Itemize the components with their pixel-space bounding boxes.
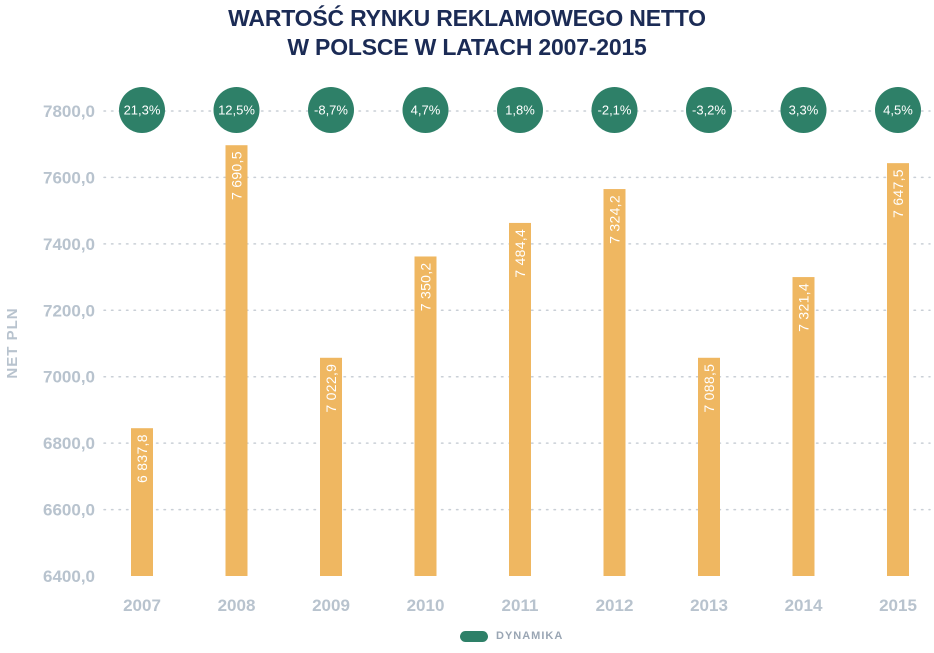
y-tick-label: 7800,0 — [43, 102, 95, 121]
dynamika-bubble — [875, 87, 921, 133]
bar-2015 — [887, 163, 909, 576]
y-tick-label: 6600,0 — [43, 501, 95, 520]
legend-label: DYNAMIKA — [496, 630, 564, 642]
y-axis-label: NET PLN — [4, 307, 21, 378]
dynamika-label: 4,7% — [411, 103, 441, 118]
y-tick-label: 6800,0 — [43, 434, 95, 453]
bars: 6 837,8 7 690,5 7 022,9 7 350,2 7 484,4 7 324… — [131, 145, 909, 577]
dynamika-bubble — [402, 87, 449, 133]
x-axis-ticks: 2007 2008 2009 2010 2011 2012 2013 2014 2015 — [123, 596, 917, 615]
dynamika-bubble — [780, 87, 827, 133]
dynamika-bubble — [497, 87, 543, 133]
bar-value-label: 7 350,2 — [418, 262, 434, 311]
dynamika-label: 21,3% — [124, 103, 161, 118]
chart-title: WARTOŚĆ RYNKU REKLAMOWEGO NETTO W POLSCE… — [0, 4, 934, 62]
x-tick-label: 2008 — [218, 596, 256, 615]
bar-2010 — [414, 256, 437, 576]
bar-value-label: 7 484,4 — [512, 229, 528, 278]
y-tick-label: 7400,0 — [43, 235, 95, 254]
bar-value-label: 7 324,2 — [607, 195, 623, 244]
dynamika-label: -2,1% — [598, 103, 632, 118]
x-tick-label: 2010 — [407, 596, 445, 615]
legend: DYNAMIKA — [460, 629, 563, 643]
dynamika-label: 3,3% — [789, 103, 819, 118]
bar-value-label: 7 647,5 — [890, 169, 906, 218]
x-tick-label: 2013 — [690, 596, 728, 615]
y-tick-label: 7200,0 — [43, 301, 95, 320]
bar-value-label: 7 321,4 — [796, 283, 812, 332]
dynamika-bubble — [213, 87, 260, 133]
chart-title-line-2: W POLSCE W LATACH 2007-2015 — [287, 34, 647, 60]
bar-2009 — [320, 357, 342, 576]
dynamika-bubble — [591, 87, 638, 133]
x-tick-label: 2007 — [123, 596, 161, 615]
bar-2007 — [131, 428, 153, 576]
dynamika-label: 12,5% — [218, 103, 255, 118]
y-tick-label: 7000,0 — [43, 368, 95, 387]
bar-value-label: 7 088,5 — [701, 364, 717, 413]
dynamika-label: -3,2% — [692, 103, 726, 118]
dynamika-bubble — [686, 87, 732, 133]
dynamika-label: -8,7% — [314, 103, 348, 118]
x-tick-label: 2009 — [312, 596, 350, 615]
legend-swatch-icon — [460, 630, 488, 642]
bar-2013 — [698, 357, 720, 576]
bar-2011 — [509, 222, 531, 577]
dynamika-label: 1,8% — [505, 103, 535, 118]
dynamika-bubbles: 21,3% 12,5% -8,7% 4,7% 1,8% -2,1% -3,2% 3,3% 4,5… — [119, 87, 921, 133]
x-tick-label: 2012 — [596, 596, 634, 615]
bar-2012 — [603, 189, 626, 576]
x-tick-label: 2014 — [785, 596, 823, 615]
y-tick-label: 6400,0 — [43, 567, 95, 586]
chart-title-line-1: WARTOŚĆ RYNKU REKLAMOWEGO NETTO — [228, 5, 706, 31]
dynamika-bubble — [308, 87, 354, 133]
y-tick-label: 7600,0 — [43, 168, 95, 187]
bar-value-label: 7 690,5 — [229, 151, 245, 200]
bar-2008 — [225, 145, 248, 577]
bar-value-label: 6 837,8 — [134, 434, 150, 483]
x-tick-label: 2011 — [502, 596, 539, 615]
x-tick-label: 2015 — [879, 596, 917, 615]
dynamika-bubble — [119, 87, 165, 133]
bar-2014 — [792, 277, 815, 576]
bar-value-label: 7 022,9 — [323, 364, 339, 413]
y-axis-ticks: 6400,0 6600,0 6800,0 7000,0 7200,0 7400,0 7600… — [43, 102, 95, 586]
dynamika-label: 4,5% — [883, 103, 913, 118]
